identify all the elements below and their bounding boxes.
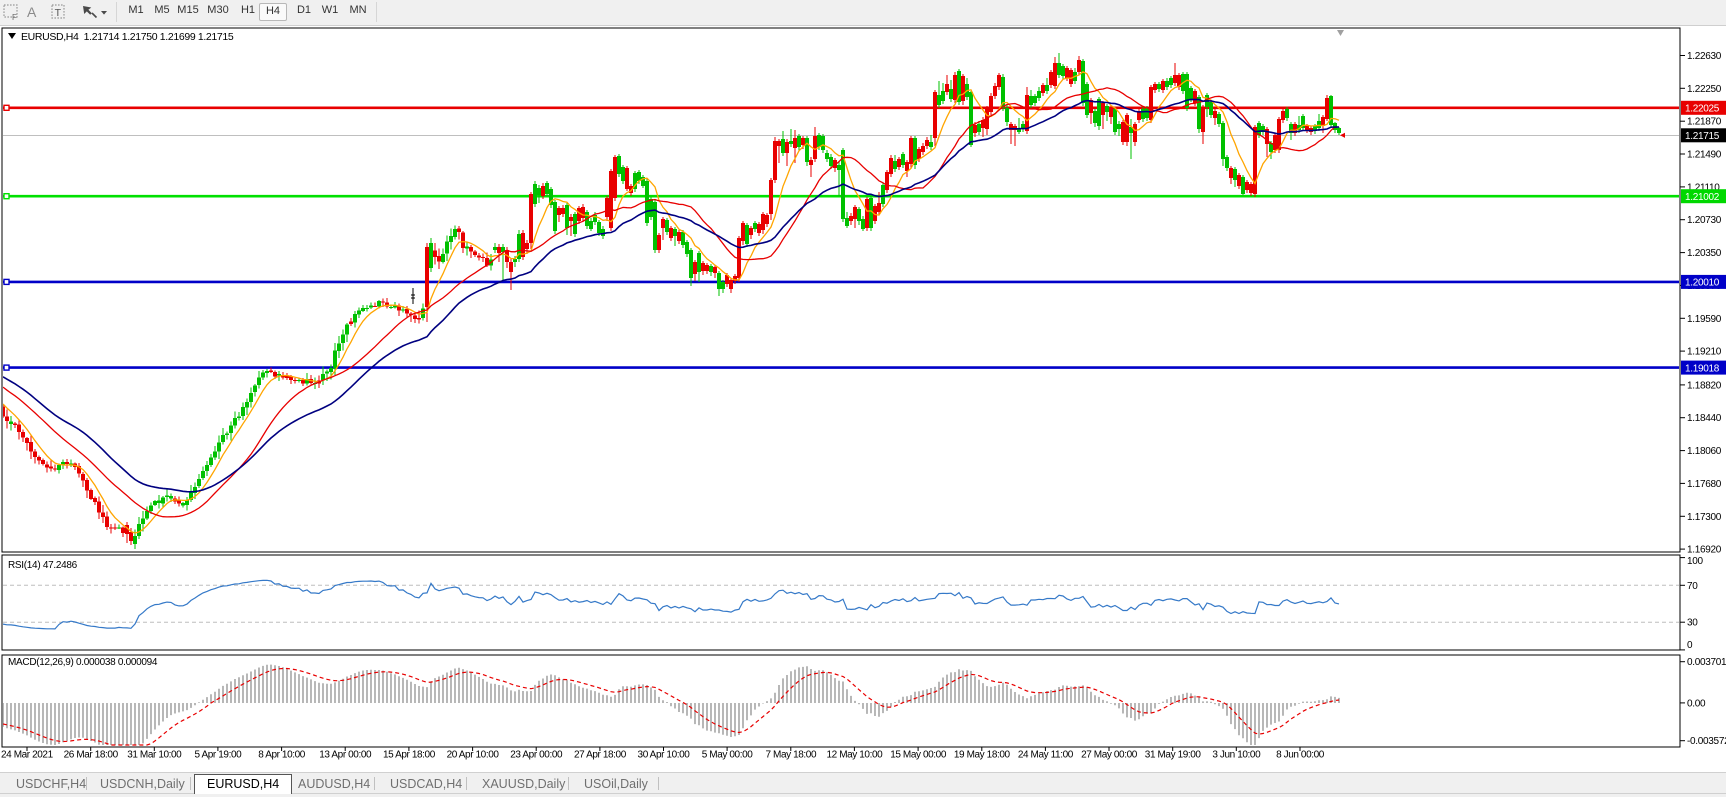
svg-text:100: 100 (1687, 556, 1704, 567)
svg-text:27 Apr 18:00: 27 Apr 18:00 (574, 750, 627, 761)
svg-text:24 Mar 2021: 24 Mar 2021 (1, 750, 54, 761)
svg-text:1.21715: 1.21715 (1685, 131, 1720, 142)
svg-text:20 Apr 10:00: 20 Apr 10:00 (447, 750, 500, 761)
svg-text:1.22630: 1.22630 (1687, 51, 1722, 62)
svg-text:1.20010: 1.20010 (1685, 278, 1720, 289)
svg-text:15 May 00:00: 15 May 00:00 (890, 750, 947, 761)
svg-text:12 May 10:00: 12 May 10:00 (827, 750, 884, 761)
svg-text:1.19590: 1.19590 (1687, 314, 1722, 325)
svg-text:1.18060: 1.18060 (1687, 446, 1722, 457)
svg-text:13 Apr 00:00: 13 Apr 00:00 (319, 750, 372, 761)
svg-text:1.20350: 1.20350 (1687, 248, 1722, 259)
svg-text:-0.003572: -0.003572 (1687, 736, 1726, 747)
svg-text:23 Apr 00:00: 23 Apr 00:00 (510, 750, 563, 761)
svg-text:1.16920: 1.16920 (1687, 545, 1722, 556)
svg-text:8 Jun 00:00: 8 Jun 00:00 (1276, 750, 1325, 761)
svg-text:F: F (12, 13, 17, 21)
svg-text:0.00: 0.00 (1687, 698, 1706, 709)
svg-text:5 Apr 19:00: 5 Apr 19:00 (195, 750, 243, 761)
svg-text:0: 0 (1687, 640, 1693, 651)
svg-text:1.17680: 1.17680 (1687, 479, 1722, 490)
svg-text:1.18820: 1.18820 (1687, 380, 1722, 391)
svg-text:15 Apr 18:00: 15 Apr 18:00 (383, 750, 436, 761)
svg-text:24 May 11:00: 24 May 11:00 (1018, 750, 1074, 761)
svg-text:31 Mar 10:00: 31 Mar 10:00 (127, 750, 182, 761)
svg-text:1.22025: 1.22025 (1685, 104, 1720, 115)
svg-text:1.19018: 1.19018 (1685, 363, 1720, 374)
svg-text:MACD(12,26,9) 0.000038 0.00009: MACD(12,26,9) 0.000038 0.000094 (8, 657, 158, 668)
svg-text:EURUSD,H4 1.21714 1.21750 1.2: EURUSD,H4 1.21714 1.21750 1.21699 1.2171… (21, 31, 234, 43)
svg-text:RSI(14) 47.2486: RSI(14) 47.2486 (8, 560, 78, 571)
svg-text:0.003701: 0.003701 (1687, 657, 1726, 668)
svg-text:19 May 18:00: 19 May 18:00 (954, 750, 1011, 761)
svg-text:7 May 18:00: 7 May 18:00 (765, 750, 816, 761)
svg-text:1.22250: 1.22250 (1687, 84, 1722, 95)
svg-text:26 Mar 18:00: 26 Mar 18:00 (64, 750, 119, 761)
svg-text:1.20730: 1.20730 (1687, 215, 1722, 226)
svg-text:5 May 00:00: 5 May 00:00 (702, 750, 753, 761)
svg-text:1.21490: 1.21490 (1687, 150, 1722, 161)
svg-text:1.21002: 1.21002 (1685, 192, 1720, 203)
svg-text:1.21870: 1.21870 (1687, 117, 1722, 128)
svg-text:3 Jun 10:00: 3 Jun 10:00 (1212, 750, 1261, 761)
svg-text:1.19210: 1.19210 (1687, 347, 1722, 358)
svg-text:8 Apr 10:00: 8 Apr 10:00 (258, 750, 306, 761)
svg-text:1.21110: 1.21110 (1687, 182, 1720, 193)
svg-text:30 Apr 10:00: 30 Apr 10:00 (638, 750, 691, 761)
svg-text:30: 30 (1687, 618, 1698, 629)
svg-text:70: 70 (1687, 581, 1698, 592)
svg-text:31 May 19:00: 31 May 19:00 (1145, 750, 1202, 761)
svg-text:1.17300: 1.17300 (1687, 512, 1722, 523)
svg-text:27 May 00:00: 27 May 00:00 (1081, 750, 1138, 761)
svg-text:1.18440: 1.18440 (1687, 413, 1722, 424)
svg-text:T: T (55, 7, 62, 19)
